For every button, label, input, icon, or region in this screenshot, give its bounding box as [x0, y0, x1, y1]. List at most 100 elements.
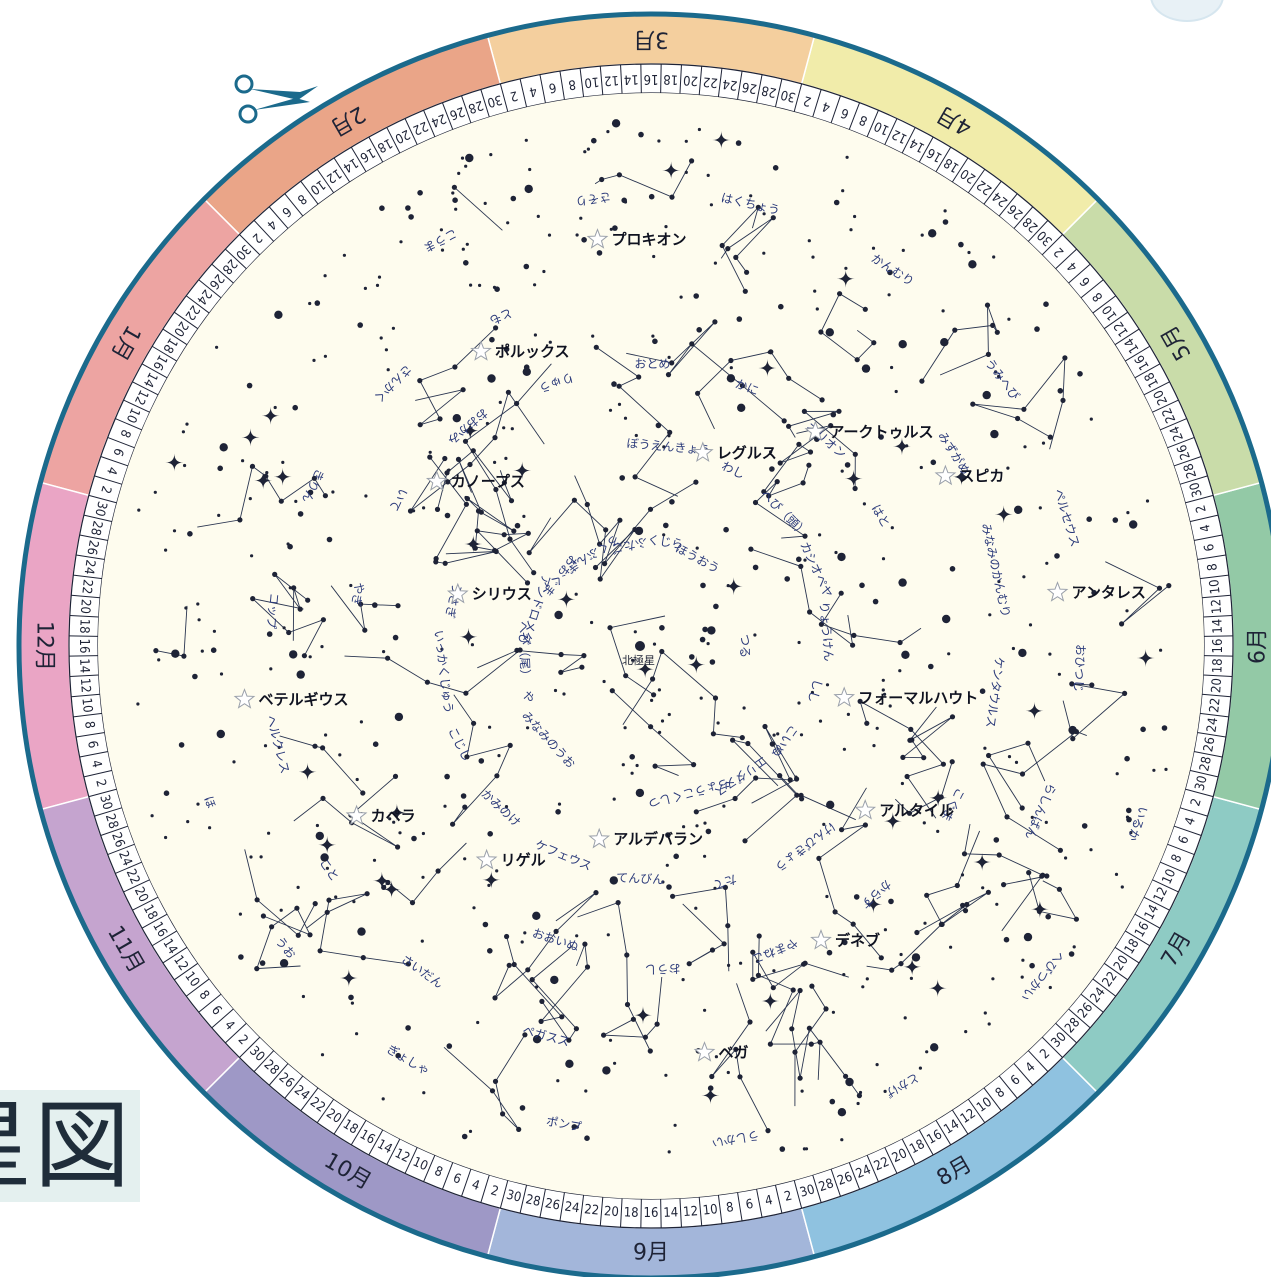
- svg-text:4: 4: [470, 1177, 482, 1194]
- svg-text:2: 2: [1193, 503, 1209, 514]
- svg-text:28: 28: [1062, 1015, 1083, 1036]
- svg-text:20: 20: [603, 1204, 619, 1220]
- svg-text:28: 28: [524, 1192, 542, 1210]
- svg-text:2: 2: [802, 92, 813, 108]
- svg-text:30: 30: [779, 86, 797, 104]
- svg-text:18: 18: [1142, 369, 1162, 389]
- svg-text:14: 14: [1210, 618, 1226, 633]
- svg-text:10: 10: [1100, 302, 1121, 323]
- polaris-marker: 北極星: [622, 641, 655, 667]
- svg-text:20: 20: [392, 126, 412, 146]
- svg-text:12: 12: [131, 387, 151, 407]
- svg-text:24: 24: [564, 1200, 581, 1217]
- svg-text:14: 14: [159, 936, 180, 957]
- constellation-label: ポンプ: [545, 1114, 583, 1134]
- constellation-label: おうし: [644, 961, 680, 976]
- svg-text:4: 4: [103, 465, 120, 477]
- svg-text:16: 16: [925, 1127, 945, 1147]
- svg-text:24: 24: [722, 76, 739, 93]
- svg-text:10: 10: [974, 1095, 995, 1116]
- svg-text:8: 8: [725, 1200, 734, 1216]
- svg-text:10: 10: [702, 1202, 718, 1218]
- svg-text:8: 8: [567, 76, 576, 92]
- svg-text:24: 24: [1088, 985, 1109, 1006]
- svg-text:18: 18: [1122, 936, 1143, 957]
- svg-text:30: 30: [505, 1188, 523, 1206]
- bright-star: アルデバラン: [588, 827, 703, 849]
- svg-text:26: 26: [108, 831, 127, 850]
- constellation-label: へび（尾）: [516, 621, 532, 682]
- svg-text:22: 22: [583, 1202, 599, 1218]
- svg-text:26: 26: [544, 1196, 561, 1213]
- svg-text:16: 16: [644, 71, 659, 86]
- svg-text:16: 16: [357, 144, 377, 164]
- svg-text:14: 14: [374, 1137, 394, 1157]
- bright-star-label: アルタイル: [879, 801, 954, 819]
- svg-text:24: 24: [193, 286, 214, 307]
- svg-text:6: 6: [547, 79, 557, 95]
- svg-text:10: 10: [307, 176, 328, 197]
- svg-text:14: 14: [340, 154, 361, 175]
- bright-star-label: カペラ: [371, 807, 416, 825]
- outer-ring-border: [16, 11, 1271, 1277]
- svg-text:20: 20: [958, 165, 979, 186]
- bright-star-label: プロキオン: [612, 231, 687, 249]
- constellation-label: や: [519, 689, 537, 705]
- svg-text:26: 26: [447, 103, 466, 122]
- bright-star: アルタイル: [854, 798, 954, 820]
- svg-text:6: 6: [1202, 542, 1218, 552]
- svg-text:2: 2: [1188, 797, 1204, 808]
- bright-star-label: フォーマルハウト: [858, 689, 978, 707]
- bright-star-label: スピカ: [959, 467, 1004, 485]
- svg-text:30: 30: [1193, 774, 1211, 792]
- svg-text:4: 4: [528, 83, 538, 99]
- bright-star-label: リゲル: [501, 851, 546, 869]
- month-label: 6月: [1246, 628, 1271, 664]
- svg-text:14: 14: [663, 1205, 678, 1221]
- month-label: 12月: [32, 621, 57, 671]
- constellation-label: おひつじ: [1071, 644, 1087, 693]
- svg-text:24: 24: [115, 849, 134, 868]
- svg-text:8: 8: [81, 720, 97, 729]
- bright-star-label: カノープス: [451, 473, 525, 491]
- svg-text:26: 26: [741, 78, 758, 95]
- svg-text:22: 22: [1160, 405, 1180, 425]
- svg-text:12: 12: [1209, 598, 1225, 614]
- bright-star: アークトゥルス: [804, 420, 934, 442]
- svg-text:4: 4: [1198, 523, 1214, 533]
- svg-text:30: 30: [91, 500, 109, 518]
- svg-text:22: 22: [307, 1095, 328, 1116]
- svg-text:2: 2: [92, 778, 108, 789]
- svg-text:30: 30: [1187, 480, 1206, 498]
- constellation-label: てんびん: [616, 871, 665, 887]
- svg-text:24: 24: [854, 1162, 873, 1181]
- svg-text:6: 6: [745, 1197, 755, 1213]
- svg-text:30: 30: [798, 1182, 816, 1201]
- svg-text:4: 4: [821, 98, 833, 115]
- bright-star-label: シリウス: [472, 585, 532, 603]
- svg-text:22: 22: [872, 1155, 892, 1175]
- svg-text:22: 22: [974, 176, 995, 197]
- bright-star-label: ベガ: [719, 1044, 749, 1062]
- svg-text:20: 20: [131, 885, 151, 905]
- bright-star-label: アークトゥルス: [829, 423, 933, 441]
- svg-text:24: 24: [81, 559, 98, 576]
- svg-text:16: 16: [357, 1127, 377, 1147]
- svg-text:26: 26: [836, 1170, 855, 1189]
- svg-text:6: 6: [84, 740, 100, 750]
- page-title: 星図: [0, 1090, 132, 1202]
- svg-text:20: 20: [77, 598, 93, 614]
- svg-text:4: 4: [1182, 816, 1199, 828]
- svg-text:18: 18: [663, 71, 678, 87]
- bright-star-label: ポルックス: [495, 343, 570, 361]
- svg-text:14: 14: [1142, 902, 1162, 922]
- svg-text:10: 10: [1160, 867, 1180, 887]
- svg-text:22: 22: [1100, 969, 1121, 990]
- svg-text:14: 14: [1122, 335, 1143, 356]
- svg-text:30: 30: [96, 793, 115, 811]
- svg-text:12: 12: [1111, 318, 1132, 339]
- svg-text:10: 10: [181, 969, 202, 990]
- svg-text:4: 4: [88, 759, 104, 769]
- svg-text:16: 16: [925, 144, 945, 164]
